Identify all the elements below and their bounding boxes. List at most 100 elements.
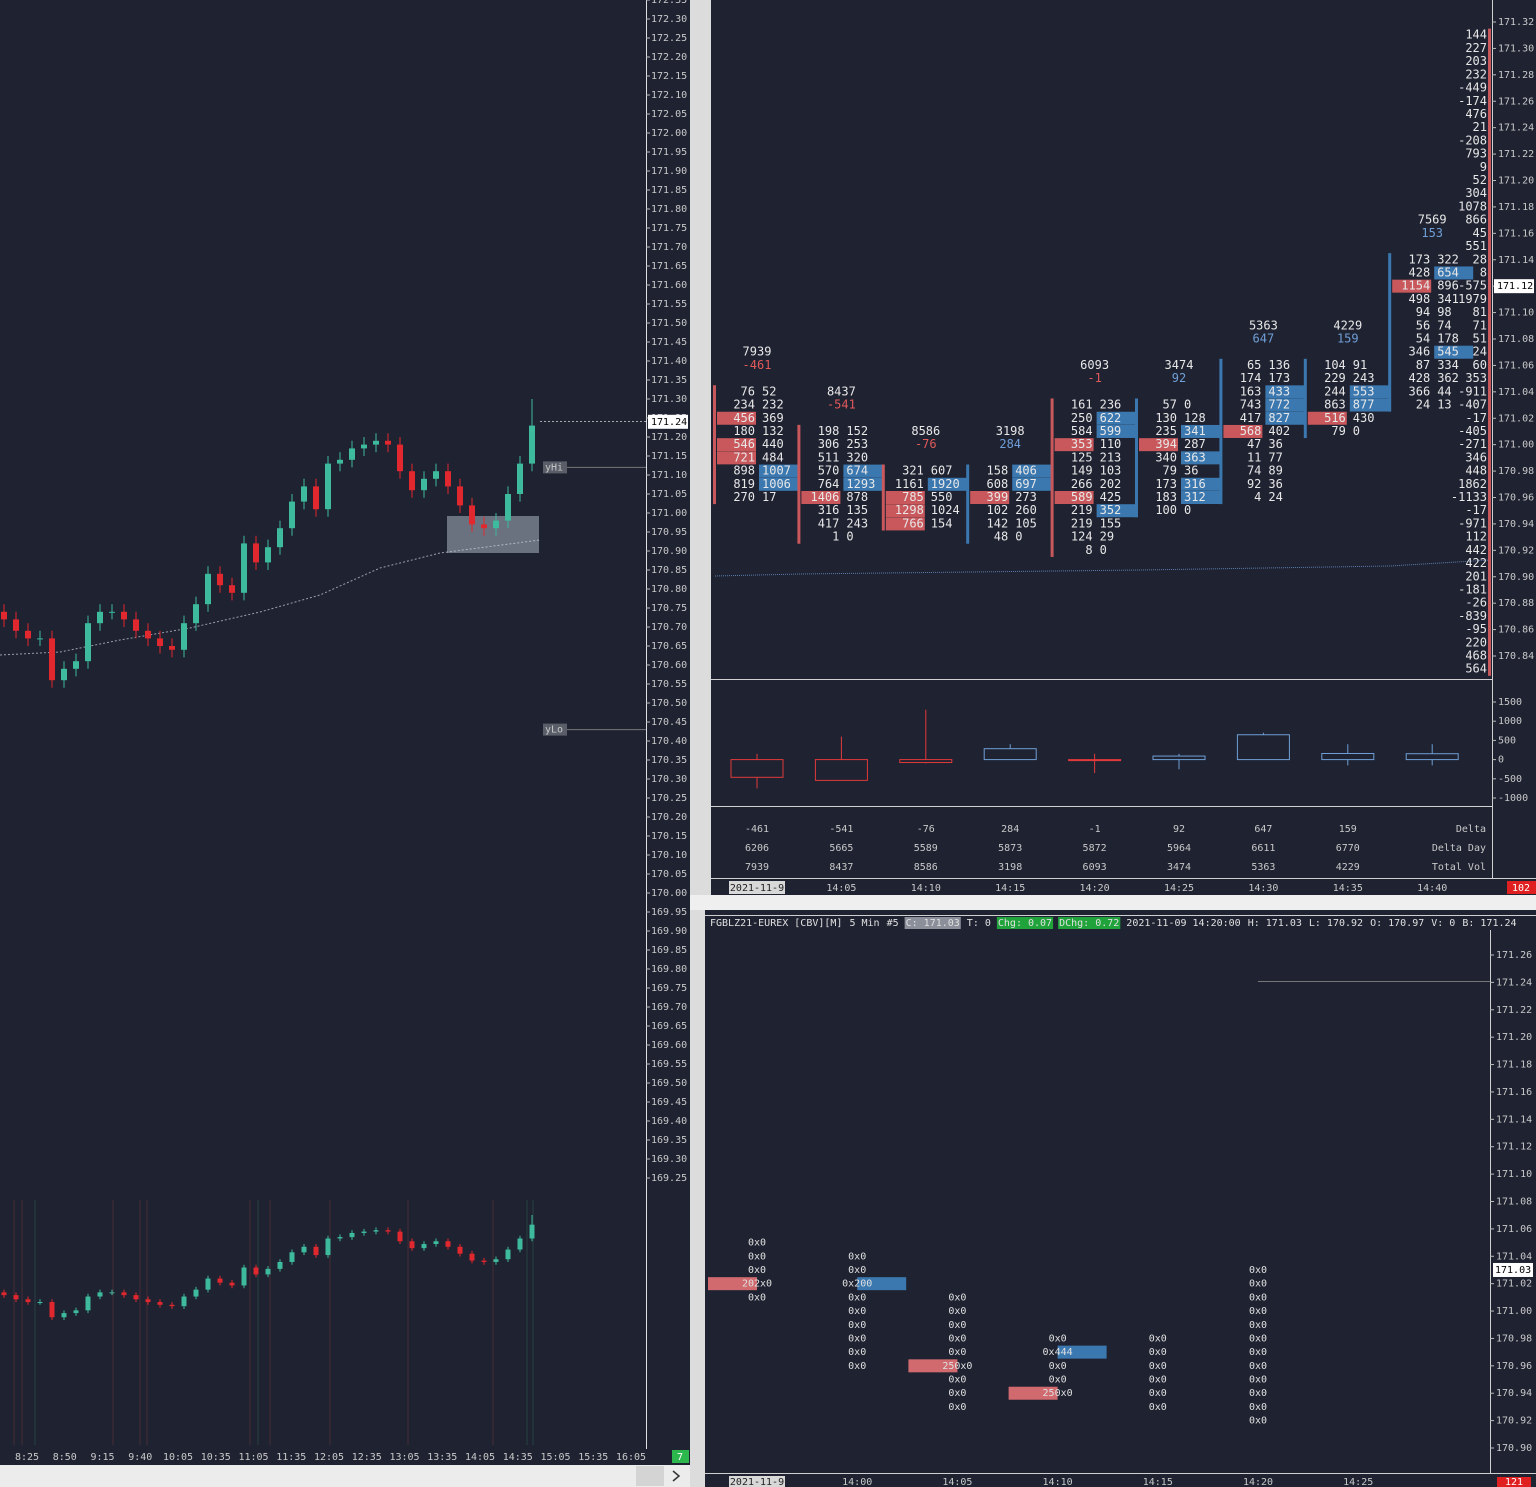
scroll-bar[interactable] bbox=[0, 1465, 690, 1487]
bid-volume: 568 bbox=[1240, 424, 1262, 438]
mini-candle-body bbox=[469, 1253, 475, 1261]
mini-candle-body bbox=[13, 1295, 19, 1300]
column-delta: -1 bbox=[1087, 371, 1101, 385]
candle-body bbox=[337, 459, 343, 464]
price-label: 170.84 bbox=[1498, 651, 1534, 662]
mini-candle-body bbox=[181, 1296, 187, 1307]
candle-body bbox=[85, 623, 91, 662]
mini-candle-body bbox=[1, 1292, 7, 1296]
bid-volume: 1406 bbox=[810, 490, 839, 504]
candle-body bbox=[133, 619, 139, 631]
price-label: 171.50 bbox=[651, 318, 687, 329]
ask-volume: 110 bbox=[1100, 437, 1122, 451]
candle-body bbox=[37, 638, 43, 640]
price-label: 170.86 bbox=[1498, 625, 1534, 636]
price-label: 171.90 bbox=[651, 166, 687, 177]
bid-ask-cell: 0x0 bbox=[1249, 1361, 1267, 1372]
ask-volume: 287 bbox=[1184, 437, 1206, 451]
bid-highlight bbox=[1139, 438, 1178, 452]
stat-value: 5665 bbox=[829, 843, 853, 854]
bid-volume: 584 bbox=[1071, 424, 1093, 438]
stat-value: 5589 bbox=[914, 843, 938, 854]
bid-ask-cell: 0x0 bbox=[1249, 1388, 1267, 1399]
ask-volume: 406 bbox=[1015, 464, 1037, 478]
time-label: 14:35 bbox=[503, 1452, 533, 1463]
price-label: 171.10 bbox=[1498, 308, 1534, 319]
splitter[interactable] bbox=[690, 910, 705, 1487]
price-label: 171.00 bbox=[651, 508, 687, 519]
stat-row-label: Delta bbox=[1456, 824, 1486, 835]
ask-volume: 44 bbox=[1437, 384, 1451, 398]
bid-volume: 399 bbox=[987, 490, 1009, 504]
price-label: 170.92 bbox=[1496, 1416, 1532, 1427]
ask-volume: 369 bbox=[762, 411, 784, 425]
price-label: 171.18 bbox=[1498, 202, 1534, 213]
scroll-arrow[interactable] bbox=[672, 1470, 681, 1482]
time-label: 16:05 bbox=[616, 1452, 646, 1463]
mini-candle-body bbox=[109, 1292, 115, 1294]
bid-ask-cell: 0x0 bbox=[1049, 1361, 1067, 1372]
ask-volume: 878 bbox=[846, 490, 868, 504]
price-label: 170.30 bbox=[651, 774, 687, 785]
splitter[interactable] bbox=[690, 895, 1536, 910]
candle-body bbox=[181, 623, 187, 650]
candle-body bbox=[325, 463, 331, 510]
time-axis bbox=[0, 1449, 690, 1465]
bid-ask-cell: 0x0 bbox=[748, 1251, 766, 1262]
bid-ask-cell: 0x0 bbox=[1049, 1375, 1067, 1386]
ask-volume: 433 bbox=[1268, 384, 1290, 398]
splitter[interactable] bbox=[690, 0, 711, 910]
ask-volume: 202 bbox=[1100, 477, 1122, 491]
delta-box bbox=[814, 759, 868, 781]
mini-candle-body bbox=[433, 1241, 439, 1245]
delta-axis-label: 1500 bbox=[1498, 697, 1522, 708]
stat-value: 159 bbox=[1339, 824, 1357, 835]
current-delta: 1979 bbox=[1458, 292, 1487, 306]
mini-candle-body bbox=[409, 1241, 415, 1249]
ask-highlight bbox=[1096, 424, 1136, 438]
bid-highlight bbox=[885, 517, 925, 531]
ask-volume: 154 bbox=[931, 516, 953, 530]
price-label: 169.70 bbox=[651, 1002, 687, 1013]
mini-candle-body bbox=[193, 1289, 199, 1297]
ask-volume: 128 bbox=[1184, 411, 1206, 425]
bid-volume: 394 bbox=[1155, 437, 1177, 451]
bid-ask-cell: 0x0 bbox=[1249, 1402, 1267, 1413]
time-label: 9:15 bbox=[90, 1452, 114, 1463]
bid-ask-cell: 0x0 bbox=[848, 1306, 866, 1317]
candle-body bbox=[397, 444, 403, 472]
price-label: 171.06 bbox=[1496, 1224, 1532, 1235]
stat-value: 5873 bbox=[998, 843, 1022, 854]
bid-bar bbox=[908, 1359, 958, 1373]
mini-candle-body bbox=[253, 1267, 259, 1275]
current-delta: -174 bbox=[1458, 94, 1487, 108]
current-delta: 28 bbox=[1473, 252, 1487, 266]
bid-highlight bbox=[717, 438, 756, 452]
time-label: 2021-11-9 bbox=[730, 1477, 784, 1487]
bid-ask-cell: 0x0 bbox=[948, 1388, 966, 1399]
column-delta: 647 bbox=[1253, 332, 1275, 346]
scroll-thumb[interactable] bbox=[636, 1466, 664, 1486]
current-delta: -911 bbox=[1458, 384, 1487, 398]
bid-volume: 180 bbox=[733, 424, 755, 438]
bid-volume: 266 bbox=[1071, 477, 1093, 491]
candle-body bbox=[49, 638, 55, 681]
bid-ask-cell: 0x0 bbox=[948, 1402, 966, 1413]
current-delta: -575 bbox=[1458, 279, 1487, 293]
bid-ask-cell: 0x0 bbox=[1249, 1265, 1267, 1276]
candle-body bbox=[433, 471, 439, 479]
mini-candle-body bbox=[277, 1261, 283, 1269]
date-box bbox=[729, 1476, 785, 1487]
bid-volume: 306 bbox=[818, 437, 840, 451]
price-label: 171.70 bbox=[651, 242, 687, 253]
price-label: 170.90 bbox=[1498, 572, 1534, 583]
delta-box bbox=[730, 759, 784, 778]
last-price-box bbox=[1494, 279, 1534, 294]
mini-candle-body bbox=[445, 1241, 451, 1247]
candle-body bbox=[529, 425, 535, 464]
price-label: 171.12 bbox=[1496, 1142, 1532, 1153]
price-label: 171.20 bbox=[1498, 176, 1534, 187]
price-label: 170.10 bbox=[651, 850, 687, 861]
candle-body bbox=[229, 585, 235, 593]
bid-volume: 234 bbox=[733, 398, 755, 412]
